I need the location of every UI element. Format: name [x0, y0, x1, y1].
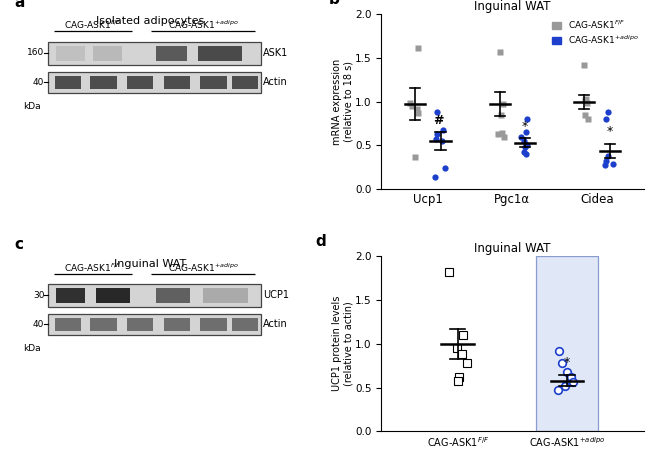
Bar [232, 318, 258, 331]
Text: 160: 160 [27, 48, 44, 57]
Title: Inguinal WAT: Inguinal WAT [474, 242, 551, 255]
Text: d: d [316, 234, 326, 249]
Bar [536, 256, 597, 431]
Text: a: a [14, 0, 25, 10]
Title: Inguinal WAT: Inguinal WAT [474, 0, 551, 12]
Bar [156, 288, 190, 303]
Bar [48, 314, 261, 335]
Bar [127, 318, 153, 331]
Bar [127, 76, 153, 89]
Text: Isolated adipocytes: Isolated adipocytes [96, 17, 205, 27]
Bar [55, 318, 81, 331]
Text: Inguinal WAT: Inguinal WAT [114, 258, 187, 269]
Text: UCP1: UCP1 [263, 290, 289, 300]
Bar [232, 76, 258, 89]
Legend: CAG-ASK1$^{F/F}$, CAG-ASK1$^{+adipo}$: CAG-ASK1$^{F/F}$, CAG-ASK1$^{+adipo}$ [552, 18, 639, 46]
Bar [48, 284, 261, 307]
Bar [198, 46, 242, 61]
Text: kDa: kDa [23, 344, 41, 353]
Text: 40: 40 [33, 320, 44, 329]
Text: CAG-ASK1$^{+adipo}$: CAG-ASK1$^{+adipo}$ [168, 19, 239, 31]
Text: c: c [14, 237, 23, 252]
Y-axis label: UCP1 protein levels
(relative to actin): UCP1 protein levels (relative to actin) [332, 296, 354, 392]
Bar [90, 76, 116, 89]
Bar [164, 318, 190, 331]
Text: #: # [433, 114, 443, 127]
Bar [164, 76, 190, 89]
Text: CAG-ASK1$^{F/F}$: CAG-ASK1$^{F/F}$ [64, 261, 122, 274]
Y-axis label: mRNA expression
(relative to 18 s): mRNA expression (relative to 18 s) [332, 58, 354, 145]
Text: *: * [522, 120, 528, 133]
Bar [55, 76, 81, 89]
Bar [156, 46, 187, 61]
Text: 30: 30 [33, 291, 44, 300]
Bar [203, 288, 248, 303]
Text: CAG-ASK1$^{F/F}$: CAG-ASK1$^{F/F}$ [64, 19, 122, 31]
Bar [90, 318, 116, 331]
Bar [48, 72, 261, 93]
Text: ASK1: ASK1 [263, 48, 289, 58]
Bar [200, 318, 227, 331]
Text: *: * [606, 125, 613, 138]
Text: CAG-ASK1$^{+adipo}$: CAG-ASK1$^{+adipo}$ [168, 261, 239, 274]
Text: kDa: kDa [23, 101, 41, 111]
Text: *: * [564, 356, 570, 369]
Bar [96, 288, 129, 303]
Text: 40: 40 [33, 78, 44, 87]
Text: b: b [329, 0, 340, 7]
Text: Actin: Actin [263, 77, 288, 87]
Bar [200, 76, 227, 89]
Text: Actin: Actin [263, 319, 288, 330]
Bar [93, 46, 122, 61]
Bar [56, 288, 85, 303]
Bar [56, 46, 85, 61]
Bar [48, 42, 261, 65]
